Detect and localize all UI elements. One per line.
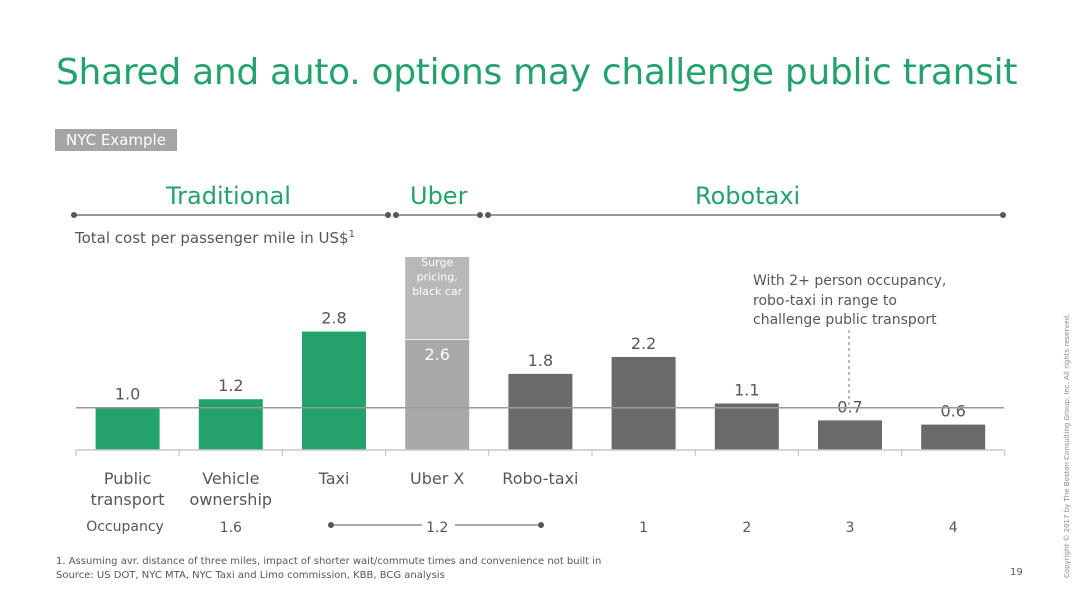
occupancy-value: 1.6 [220,520,242,536]
bracket-dot [393,212,399,218]
bar-value-label: 1.1 [734,380,759,399]
bar [302,331,366,450]
bar-value-label: 2.2 [631,334,656,353]
surge-label-line: Surge [421,256,453,269]
bar-value-label: 2.8 [321,309,346,328]
page-title: Shared and auto. options may challenge p… [56,52,1018,93]
occupancy-range-dot [328,522,334,528]
group-label-robotaxi: Robotaxi [695,182,801,210]
footnote-1: 1. Assuming avr. distance of three miles… [56,556,602,567]
occupancy-value: 1.2 [426,520,448,536]
bar [611,356,676,450]
bar [714,403,779,450]
callout-text: With 2+ person occupancy, robo-taxi in r… [753,273,947,328]
category-label: Uber X [410,469,464,488]
bracket-dot [477,212,483,218]
category-label: ownership [190,490,273,509]
copyright-text: Copyright © 2017 by The Boston Consultin… [1063,313,1071,578]
surge-label-line: pricing, [417,271,458,284]
chart-subtitle: Total cost per passenger mile in US$1 [75,229,355,247]
category-label: Robo-taxi [502,469,578,488]
surge-label-line: black car [412,285,462,298]
bar [198,399,263,450]
bar-value-label: 1.2 [218,376,243,395]
page-number: 19 [1010,567,1023,578]
bar-surge-segment [405,257,470,341]
bar [921,424,986,450]
category-label: transport [91,490,165,509]
occupancy-value: 2 [742,520,751,536]
occupancy-label: Occupancy [86,519,164,535]
bar [95,407,160,450]
bar-value-label: 0.6 [940,402,965,421]
category-label: Public [104,469,151,488]
bar [508,373,573,450]
source-note: Source: US DOT, NYC MTA, NYC Taxi and Li… [56,570,445,581]
bar-value-label: 1.8 [528,351,553,370]
bracket-dot [71,212,77,218]
occupancy-value: 4 [949,520,958,536]
category-label: Vehicle [202,469,259,488]
occupancy-value: 1 [639,520,648,536]
category-label: Taxi [318,469,350,488]
occupancy-value: 3 [846,520,855,536]
bracket-dot [485,212,491,218]
example-tag: NYC Example [55,129,177,151]
bar-value-label: 2.6 [424,345,449,364]
bracket-dot [1000,212,1006,218]
bar [818,420,882,450]
group-label-uber: Uber [410,182,468,210]
bar [405,340,470,450]
group-label-traditional: Traditional [166,182,291,210]
occupancy-range-dot [538,522,544,528]
bar-value-label: 0.7 [837,397,862,416]
bar-value-label: 1.0 [115,385,140,404]
bracket-dot [385,212,391,218]
